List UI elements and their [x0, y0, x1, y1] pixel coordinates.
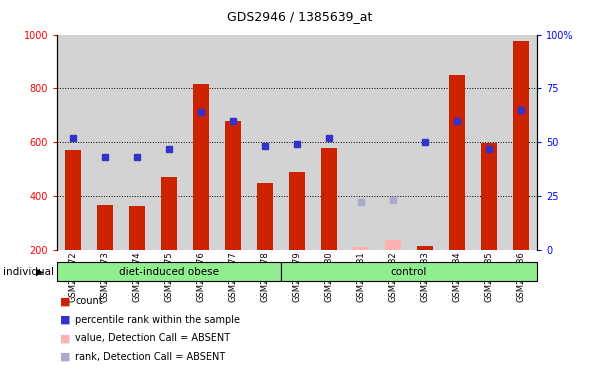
Bar: [417, 246, 433, 250]
Bar: [193, 84, 209, 250]
FancyBboxPatch shape: [281, 262, 537, 281]
Text: ■: ■: [60, 315, 71, 325]
Text: value, Detection Call = ABSENT: value, Detection Call = ABSENT: [75, 333, 230, 343]
Bar: [513, 41, 529, 250]
Text: individual: individual: [3, 267, 54, 277]
Bar: [97, 205, 113, 250]
Text: diet-induced obese: diet-induced obese: [119, 266, 219, 277]
Text: ■: ■: [60, 296, 71, 306]
Text: percentile rank within the sample: percentile rank within the sample: [75, 315, 240, 325]
Text: count: count: [75, 296, 103, 306]
Text: control: control: [391, 266, 427, 277]
Bar: [65, 150, 81, 250]
FancyBboxPatch shape: [57, 262, 281, 281]
Bar: [225, 121, 241, 250]
Bar: [289, 172, 305, 250]
Text: GDS2946 / 1385639_at: GDS2946 / 1385639_at: [227, 10, 373, 23]
Bar: [449, 75, 465, 250]
Bar: [353, 247, 369, 250]
Text: ■: ■: [60, 352, 71, 362]
Bar: [321, 148, 337, 250]
Text: ■: ■: [60, 333, 71, 343]
Bar: [161, 177, 177, 250]
Text: ▶: ▶: [36, 267, 43, 277]
Bar: [129, 206, 145, 250]
Bar: [385, 240, 401, 250]
Bar: [257, 183, 273, 250]
Text: rank, Detection Call = ABSENT: rank, Detection Call = ABSENT: [75, 352, 225, 362]
Bar: [481, 142, 497, 250]
